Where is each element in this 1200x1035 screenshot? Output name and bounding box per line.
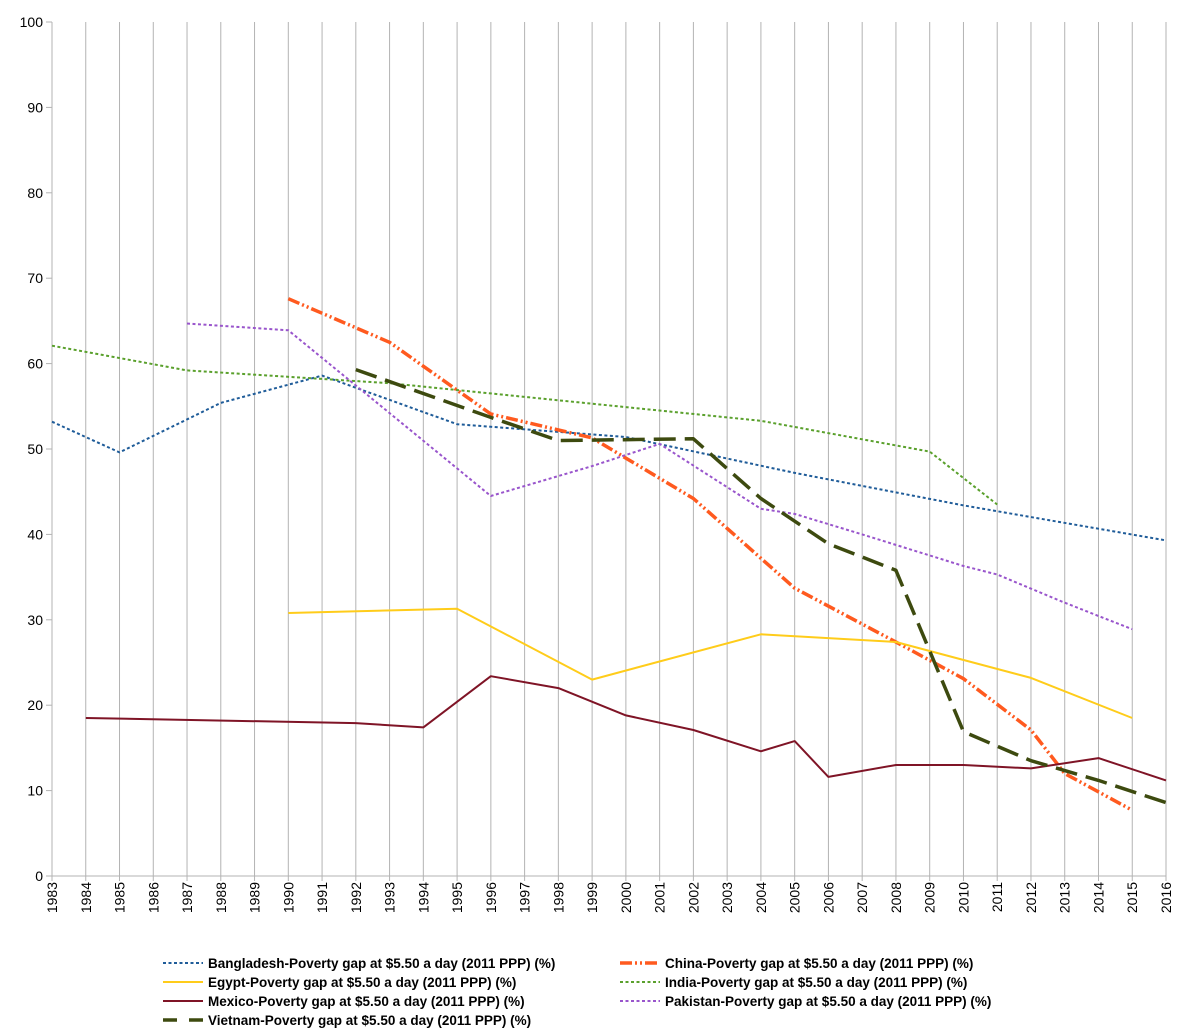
x-tick-label: 2016: [1158, 882, 1174, 913]
x-tick-label: 1998: [550, 882, 566, 913]
legend-label-0: Bangladesh-Poverty gap at $5.50 a day (2…: [208, 956, 555, 971]
x-tick-label: 2009: [922, 882, 938, 913]
x-tick-label: 1985: [112, 882, 128, 913]
x-tick-label: 2000: [618, 882, 634, 913]
x-tick-label: 1990: [280, 882, 296, 913]
x-tick-label: 1991: [314, 882, 330, 913]
y-tick-label: 20: [27, 697, 43, 713]
y-tick-label: 60: [27, 356, 43, 372]
x-tick-label: 1997: [517, 882, 533, 913]
y-tick-label: 70: [27, 270, 43, 286]
series-line-1: [287, 297, 1134, 812]
x-tick-label: 1988: [213, 882, 229, 913]
x-tick-label: 1983: [44, 882, 60, 913]
x-tick-label: 2011: [989, 882, 1005, 912]
y-tick-label: 30: [27, 612, 43, 628]
x-tick-label: 2007: [854, 882, 870, 913]
x-tick-label: 1996: [483, 882, 499, 913]
series-line-2: [288, 607, 1133, 719]
legend-label-5: Pakistan-Poverty gap at $5.50 a day (201…: [665, 994, 991, 1009]
vertical-gridlines: [51, 22, 1167, 876]
x-tick-label: 1989: [247, 882, 263, 913]
legend-label-4: Mexico-Poverty gap at $5.50 a day (2011 …: [208, 994, 525, 1009]
x-tick-label: 1994: [415, 882, 431, 913]
x-tick-label: 2015: [1124, 882, 1140, 913]
legend-label-2: Egypt-Poverty gap at $5.50 a day (2011 P…: [208, 975, 516, 990]
series-line-3: [51, 344, 998, 506]
x-tick-label: 2014: [1090, 882, 1106, 913]
x-tick-label: 2001: [652, 882, 668, 913]
series-line-5: [186, 322, 1133, 631]
y-tick-label: 100: [20, 14, 44, 30]
x-axis-tick-labels: 1983 1984 1985 1986 1987 1988 1989 1990 1991 1992…: [44, 882, 1174, 913]
legend: Bangladesh-Poverty gap at $5.50 a day (2…: [163, 956, 991, 1028]
y-tick-label: 80: [27, 185, 43, 201]
x-tick-label: 2004: [753, 882, 769, 913]
y-axis-tick-labels: 0 10 20 30 40 50 60 70 80 90 100: [20, 14, 44, 884]
y-tick-label: 90: [27, 99, 43, 115]
axes: [46, 21, 1167, 881]
x-tick-label: 2012: [1023, 882, 1039, 913]
x-tick-label: 1995: [449, 882, 465, 913]
x-tick-label: 1992: [348, 882, 364, 913]
x-tick-label: 2006: [820, 882, 836, 913]
legend-label-1: China-Poverty gap at $5.50 a day (2011 P…: [665, 956, 973, 971]
y-tick-label: 10: [27, 783, 43, 799]
x-tick-label: 2003: [719, 882, 735, 913]
series-line-0: [51, 374, 1167, 542]
x-tick-label: 1984: [78, 882, 94, 913]
series-line-4: [85, 675, 1167, 782]
x-tick-label: 2005: [787, 882, 803, 913]
series-line-6: [355, 367, 1167, 805]
x-tick-label: 2002: [685, 882, 701, 913]
x-tick-label: 2008: [888, 882, 904, 913]
series-lines: [51, 297, 1167, 812]
x-tick-label: 2013: [1057, 882, 1073, 913]
legend-label-6: Vietnam-Poverty gap at $5.50 a day (2011…: [208, 1013, 531, 1028]
x-tick-label: 1987: [179, 882, 195, 913]
x-tick-label: 1993: [382, 882, 398, 913]
y-tick-label: 0: [35, 868, 43, 884]
x-tick-label: 1986: [145, 882, 161, 913]
legend-label-3: India-Poverty gap at $5.50 a day (2011 P…: [665, 975, 967, 990]
x-tick-label: 2010: [955, 882, 971, 913]
y-tick-label: 40: [27, 526, 43, 542]
x-tick-label: 1999: [584, 882, 600, 913]
y-tick-label: 50: [27, 441, 43, 457]
